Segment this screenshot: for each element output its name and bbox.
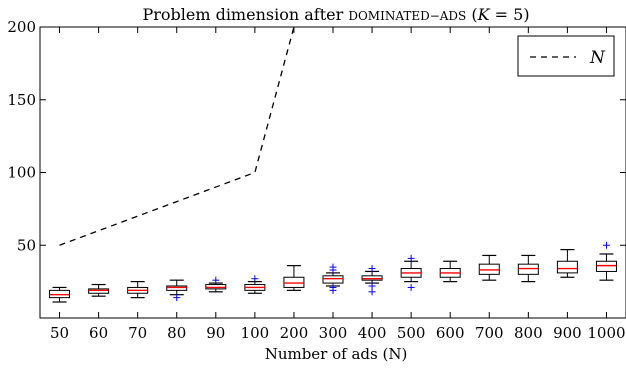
box-body-1000 <box>595 260 617 272</box>
outlier-90-0 <box>212 276 220 284</box>
outlier-400-1 <box>368 282 376 290</box>
x-tick-label-80: 80 <box>167 324 186 342</box>
x-tick-label-100: 100 <box>241 324 270 342</box>
box-300 <box>322 263 344 294</box>
box-400 <box>361 265 383 296</box>
x-tick-label-700: 700 <box>475 324 504 342</box>
box-80 <box>166 279 188 302</box>
x-tick-label-900: 900 <box>553 324 582 342</box>
box-body-400 <box>361 275 383 281</box>
box-800 <box>517 254 539 283</box>
x-tick-label-70: 70 <box>128 324 147 342</box>
x-tick-label-500: 500 <box>397 324 426 342</box>
box-70 <box>127 281 149 299</box>
box-600 <box>439 260 461 283</box>
x-tick-label-800: 800 <box>514 324 543 342</box>
x-tick-label-400: 400 <box>358 324 387 342</box>
outlier-400-2 <box>368 265 376 273</box>
x-tick-label-90: 90 <box>206 324 225 342</box>
plot-area <box>39 26 626 319</box>
box-body-700 <box>478 263 500 275</box>
box-body-80 <box>166 285 188 291</box>
box-body-900 <box>556 260 578 274</box>
legend: N <box>517 35 615 77</box>
box-50 <box>49 286 71 303</box>
box-body-60 <box>88 288 110 294</box>
outlier-500-0 <box>407 283 415 291</box>
outlier-300-1 <box>329 283 337 291</box>
box-body-800 <box>517 263 539 275</box>
y-tick-label-150: 150 <box>7 91 36 109</box>
outlier-500-1 <box>407 254 415 262</box>
outlier-300-3 <box>329 263 337 271</box>
x-tick-label-1000: 1000 <box>587 324 625 342</box>
box-body-200 <box>283 276 305 288</box>
plot-contents <box>49 27 617 303</box>
box-90 <box>205 276 227 293</box>
y-tick-label-100: 100 <box>7 164 36 182</box>
x-tick-label-200: 200 <box>280 324 309 342</box>
box-700 <box>478 254 500 281</box>
box-200 <box>283 265 305 291</box>
outlier-80-0 <box>173 294 181 302</box>
x-axis-title: Number of ads (N) <box>265 345 408 363</box>
x-tick-label-60: 60 <box>89 324 108 342</box>
outlier-100-0 <box>251 275 259 283</box>
x-tick-label-50: 50 <box>50 324 69 342</box>
x-tick-label-600: 600 <box>436 324 465 342</box>
box-body-50 <box>49 289 71 299</box>
box-1000 <box>595 241 617 281</box>
y-axis-labels: 50 100 150 200 <box>7 18 36 254</box>
legend-box <box>517 35 615 77</box>
box-body-300 <box>322 275 344 284</box>
box-60 <box>88 283 110 297</box>
chart-title: Problem dimension after DOMINATED−ADS (K… <box>142 5 529 24</box>
y-tick-label-200: 200 <box>7 18 36 36</box>
box-body-90 <box>205 284 227 290</box>
x-axis-labels: 50 60 70 80 90 100 200 300 400 500 600 700 800 900 100… <box>50 324 626 342</box>
legend-entry-n: N <box>589 48 606 68</box>
box-100 <box>244 275 266 294</box>
box-500 <box>400 254 422 291</box>
x-tick-label-300: 300 <box>319 324 348 342</box>
box-900 <box>556 249 578 278</box>
outlier-1000-0 <box>602 241 610 249</box>
reference-line-n <box>59 27 295 246</box>
y-tick-label-50: 50 <box>17 236 36 254</box>
